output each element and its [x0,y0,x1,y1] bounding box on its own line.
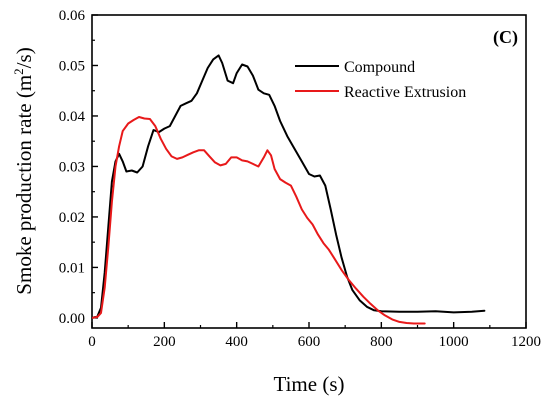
x-axis-label: Time (s) [274,372,345,396]
y-tick-label: 0.03 [59,159,85,175]
y-tick-label: 0.00 [59,311,85,327]
x-tick-label: 600 [298,334,321,350]
y-axis-label-end: /s) [12,47,36,68]
plot-frame [91,14,527,329]
series-line-compound [92,54,486,319]
y-tick-label: 0.04 [59,109,86,125]
y-axis-label: Smoke production rate (m2/s) [11,47,36,294]
y-tick-label: 0.05 [59,58,85,74]
legend-label-compound: Compound [344,59,415,76]
panel-label: (C) [493,27,518,48]
x-tick-label: 1000 [439,334,469,350]
x-tick-label: 400 [225,334,248,350]
y-tick-label: 0.06 [59,8,86,24]
y-tick-label: 0.01 [59,260,85,276]
legend-label-reactive-extrusion: Reactive Extrusion [344,84,466,101]
x-tick-label: 800 [370,334,393,350]
y-tick-label: 0.02 [59,210,85,226]
axis-ticks: 0 200 400 600 800 1000 1200 0.00 0.01 0.02 0.03 0.0… [59,8,541,350]
legend: Compound Reactive Extrusion [295,59,466,101]
x-tick-label: 1200 [511,334,541,350]
y-axis-label-superscript: 2 [11,68,26,75]
series-lines [92,54,486,325]
x-tick-label: 0 [88,334,96,350]
series-line-reactive-extrusion [92,116,426,325]
y-axis-label-main: Smoke production rate (m [12,75,36,295]
x-tick-label: 200 [153,334,176,350]
